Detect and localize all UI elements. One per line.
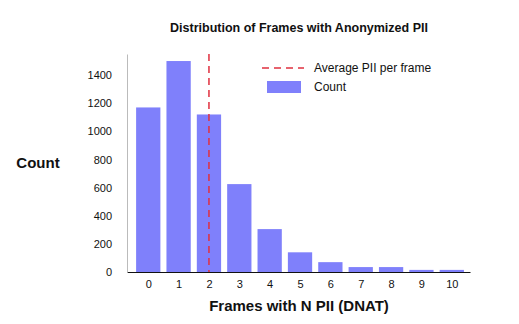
- x-tick-label: 0: [146, 278, 152, 290]
- plot-area: [136, 54, 464, 272]
- x-tick-label: 1: [176, 278, 182, 290]
- y-tick-label: 1000: [88, 125, 112, 137]
- x-tick: 6: [328, 272, 334, 290]
- x-axis-line: [128, 272, 471, 273]
- average-line: [208, 54, 210, 272]
- bar: [379, 267, 403, 272]
- x-tick: 10: [446, 272, 458, 290]
- y-tick: 200: [94, 238, 127, 250]
- bar: [318, 262, 342, 272]
- legend-label: Average PII per frame: [314, 61, 431, 75]
- x-tick: 7: [358, 272, 364, 290]
- y-tick-label: 1400: [88, 69, 112, 81]
- y-tick: 1400: [88, 69, 127, 81]
- y-tick: 400: [94, 210, 127, 222]
- x-tick: 4: [267, 272, 273, 290]
- chart: Distribution of Frames with Anonymized P…: [0, 0, 519, 324]
- bar: [258, 229, 282, 272]
- x-tick-label: 4: [267, 278, 273, 290]
- bar: [166, 61, 190, 272]
- x-tick-label: 6: [328, 278, 334, 290]
- x-tick: 5: [297, 272, 303, 290]
- x-axis: 0 1 2 3 4 5 6 7 8 9 10: [128, 272, 471, 290]
- title: Distribution of Frames with Anonymized P…: [170, 21, 428, 35]
- y-tick-label: 400: [94, 210, 112, 222]
- bar: [227, 184, 251, 272]
- bar: [349, 267, 373, 272]
- y-tick-label: 800: [94, 154, 112, 166]
- y-tick-label: 200: [94, 238, 112, 250]
- y-axis: 0 200 400 600 800 1000 1200 1400: [88, 55, 128, 279]
- x-tick: 3: [237, 272, 243, 290]
- y-tick-label: 600: [94, 182, 112, 194]
- bar: [440, 270, 464, 272]
- x-tick: 8: [389, 272, 395, 290]
- x-tick: 1: [176, 272, 182, 290]
- legend-swatch: [267, 81, 301, 93]
- bar: [409, 270, 433, 272]
- x-tick-label: 9: [419, 278, 425, 290]
- y-tick-label: 1200: [88, 97, 112, 109]
- bar: [288, 252, 312, 272]
- bar: [136, 107, 160, 272]
- y-axis-line: [127, 55, 128, 273]
- y-tick-label: 0: [106, 266, 112, 278]
- x-tick-label: 8: [389, 278, 395, 290]
- x-tick-label: 3: [237, 278, 243, 290]
- x-tick: 9: [419, 272, 425, 290]
- y-tick: 1000: [88, 125, 127, 137]
- x-axis-title: Frames with N PII (DNAT): [209, 297, 389, 314]
- legend: Average PII per frame Count: [262, 61, 431, 94]
- x-tick-label: 10: [446, 278, 458, 290]
- legend-label: Count: [314, 80, 347, 94]
- x-tick: 2: [206, 272, 212, 290]
- x-tick-label: 5: [297, 278, 303, 290]
- x-tick-label: 2: [206, 278, 212, 290]
- y-axis-title: Count: [16, 154, 59, 171]
- x-tick: 0: [146, 272, 152, 290]
- y-tick: 600: [94, 182, 127, 194]
- legend-swatch: [262, 67, 304, 69]
- y-tick: 800: [94, 154, 127, 166]
- x-tick-label: 7: [358, 278, 364, 290]
- y-tick: 0: [106, 266, 127, 278]
- bar-series: [136, 61, 464, 272]
- y-tick: 1200: [88, 97, 127, 109]
